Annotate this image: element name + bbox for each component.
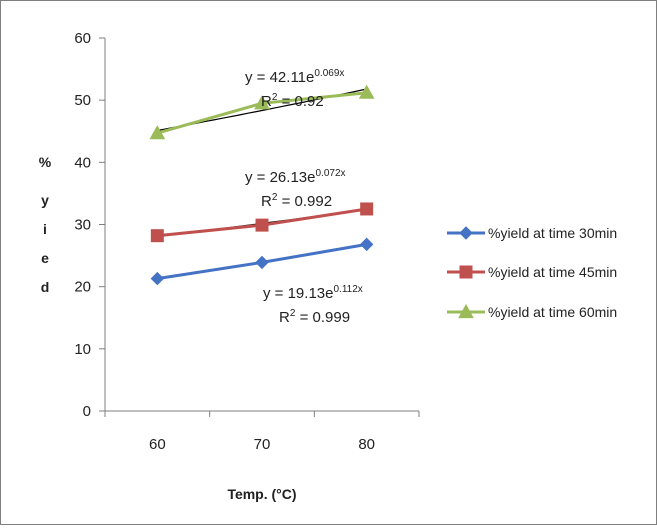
markers — [149, 84, 375, 286]
y-axis-title-letter: y — [41, 192, 49, 208]
legend-label-1: %yield at time 45min — [488, 264, 617, 280]
data-point-s0-0 — [150, 271, 165, 286]
data-point-s0-1 — [255, 255, 269, 270]
y-axis-title-letter: e — [41, 250, 49, 266]
data-point-s0-2 — [359, 237, 374, 252]
data-point-s2-2 — [358, 84, 375, 99]
data-point-s1-1 — [255, 218, 269, 232]
x-tick-label: 80 — [358, 436, 375, 453]
y-tick-label: 0 — [83, 403, 91, 420]
r-squared-0: R2 = 0.999 — [279, 308, 350, 326]
trendline-equation-2: y = 42.11e0.069x — [245, 68, 344, 86]
y-axis-title-letter: d — [41, 279, 50, 295]
legend-label-2: %yield at time 60min — [488, 304, 617, 320]
data-point-s1-2 — [360, 202, 374, 216]
y-tick-label: 20 — [74, 279, 91, 296]
y-tick-label: 30 — [74, 217, 91, 234]
legend-marker-2 — [458, 303, 474, 319]
r-squared-1: R2 = 0.992 — [261, 192, 332, 210]
y-tick-label: 60 — [74, 30, 91, 47]
trendline-equation-1: y = 26.13e0.072x — [245, 168, 346, 186]
axes: 0 10 20 30 40 50 60 60 70 80 — [74, 30, 420, 453]
x-axis-title: Temp. (°C) — [227, 486, 296, 502]
legend: %yield at time 30min %yield at time 45min… — [447, 225, 617, 320]
legend-marker-0 — [459, 226, 473, 240]
x-tick-label: 60 — [149, 436, 166, 453]
trendline-equations: y = 19.13e0.112x R2 = 0.999 y = 26.13e0.07… — [245, 68, 363, 326]
y-tick-label: 50 — [74, 92, 91, 109]
y-tick-label: 10 — [74, 341, 91, 358]
data-point-s2-1 — [254, 95, 270, 110]
y-axis-title-letter: % — [39, 154, 52, 170]
data-point-s1-0 — [150, 229, 164, 243]
trendline-equation-0: y = 19.13e0.112x — [263, 284, 363, 302]
y-axis-title-letter: i — [43, 221, 47, 237]
legend-marker-1 — [459, 265, 473, 279]
y-tick-label: 40 — [74, 154, 91, 171]
legend-label-0: %yield at time 30min — [488, 225, 617, 241]
x-tick-label: 70 — [254, 436, 271, 453]
data-point-s2-0 — [149, 125, 166, 140]
r-squared-2: R2 = 0.92 — [261, 92, 324, 110]
